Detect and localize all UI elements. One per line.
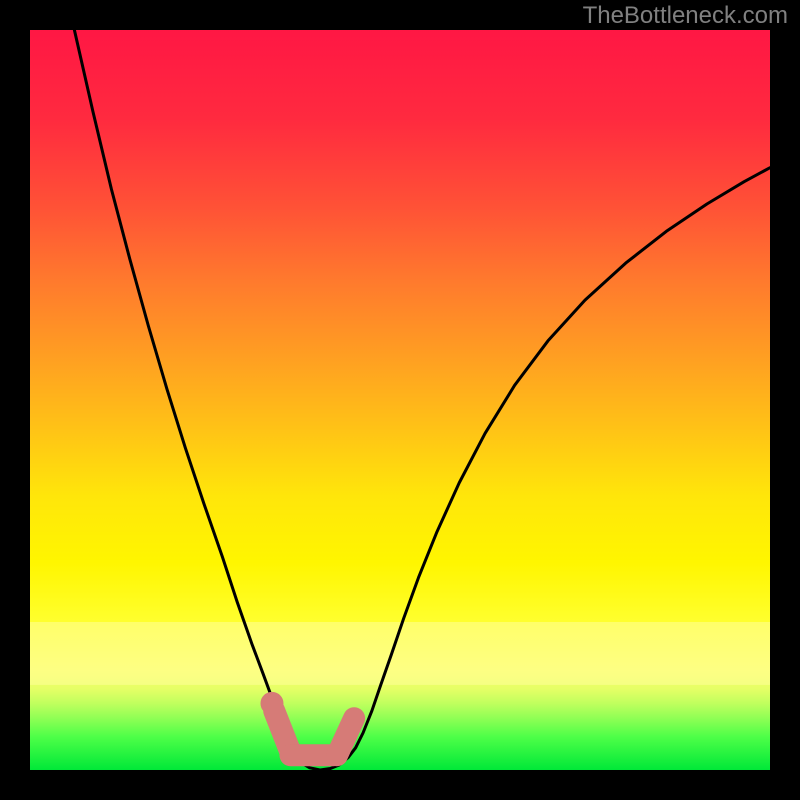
watermark-label: TheBottleneck.com (583, 2, 788, 30)
bottleneck-chart (0, 0, 800, 800)
chart-container: TheBottleneck.com (0, 0, 800, 800)
